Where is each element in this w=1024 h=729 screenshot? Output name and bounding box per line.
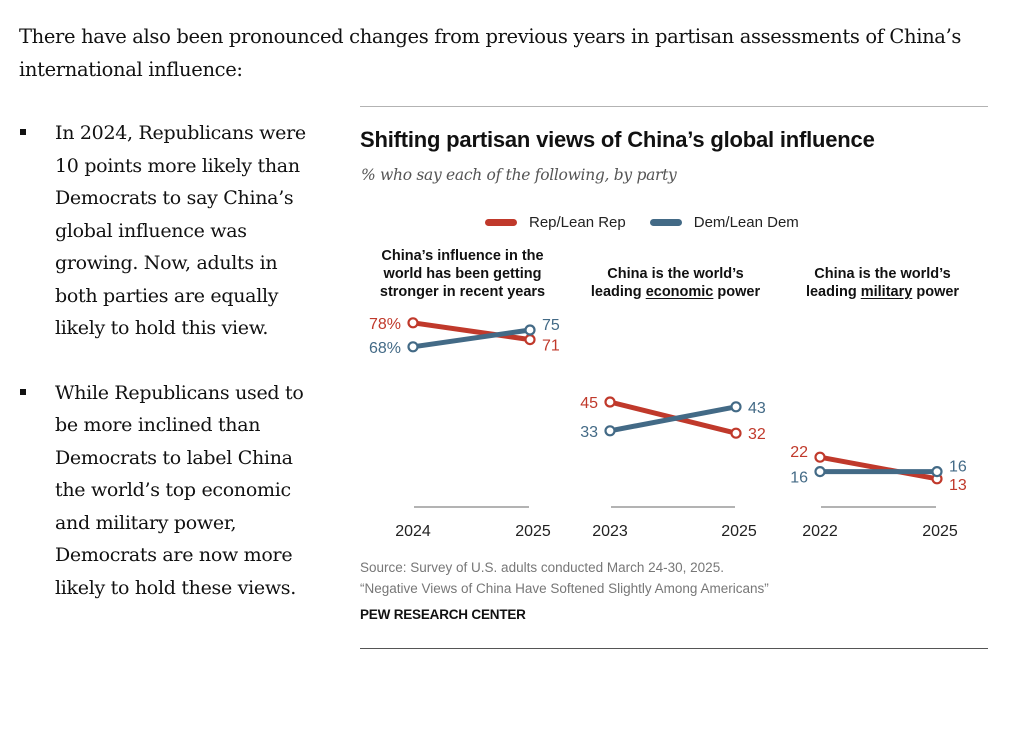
series-line-rep — [410, 320, 533, 343]
panel-title-line: leading economic power — [573, 283, 778, 301]
series-line-dem — [607, 404, 739, 434]
x-tick-label: 2025 — [515, 523, 551, 540]
data-point-rep — [814, 451, 826, 463]
data-point-dem — [604, 425, 616, 437]
data-label-rep: 71 — [542, 338, 560, 355]
data-label-dem: 16 — [790, 470, 808, 487]
data-point-dem — [524, 324, 536, 336]
panel-title-line: China is the world’s — [607, 266, 744, 282]
x-tick-label: 2024 — [395, 523, 431, 540]
legend-swatch-rep — [485, 219, 517, 226]
panel-title-line: China is the world’s — [814, 266, 951, 282]
data-point-dem — [814, 466, 826, 478]
panel-title-underlined: military — [860, 284, 913, 300]
data-point-dem — [730, 401, 742, 413]
data-point-rep — [407, 317, 419, 329]
chart-legend: Rep/Lean Rep Dem/Lean Dem — [485, 214, 823, 231]
bullet-list: In 2024, Republicans were 10 points more… — [0, 117, 340, 636]
data-label-rep: 22 — [790, 444, 808, 461]
chart-subtitle: % who say each of the following, by part… — [361, 166, 677, 184]
org-credit: PEW RESEARCH CENTER — [360, 607, 526, 622]
data-label-dem: 43 — [748, 400, 766, 417]
x-tick-label: 2025 — [721, 523, 757, 540]
legend-label-dem: Dem/Lean Dem — [693, 214, 799, 231]
data-point-rep — [524, 334, 536, 346]
data-label-rep: 13 — [949, 477, 967, 494]
panel-title-line: world has been getting — [383, 266, 542, 282]
data-point-dem — [931, 466, 943, 478]
chart-plot: 2024 2025 78% 71 68% 75 2023 2025 45 32 33 43 2022 20… — [369, 316, 967, 540]
panel-title-part: power — [912, 284, 960, 300]
legend-item-dem: Dem/Lean Dem — [649, 214, 799, 231]
bullet-text: In 2024, Republicans were 10 points more… — [55, 122, 306, 339]
bullet-text: While Republicans used to be more inclin… — [55, 381, 304, 599]
chart-title: Shifting partisan views of China’s globa… — [360, 127, 875, 152]
x-tick-label: 2022 — [802, 523, 838, 540]
data-label-rep: 32 — [748, 426, 766, 443]
intro-paragraph: There have also been pronounced changes … — [19, 25, 962, 81]
chart-figure: Shifting partisan views of China’s globa… — [360, 106, 988, 649]
series-line-dem — [410, 327, 533, 350]
source-line: Source: Survey of U.S. adults conducted … — [360, 560, 724, 575]
legend-item-rep: Rep/Lean Rep — [485, 214, 626, 231]
panel-title-line: China’s influence in the — [381, 248, 544, 264]
legend-swatch-dem — [649, 219, 682, 226]
panel-title-part: leading — [805, 284, 861, 300]
data-label-rep: 45 — [580, 395, 598, 412]
data-point-rep — [730, 427, 742, 439]
data-point-rep — [604, 396, 616, 408]
report-title: “Negative Views of China Have Softened S… — [360, 581, 769, 596]
x-tick-label: 2023 — [592, 523, 628, 540]
data-label-dem: 75 — [542, 317, 560, 334]
panel-title-economic: China is the world’s leading economic po… — [573, 265, 778, 301]
data-label-dem: 33 — [580, 424, 598, 441]
top-rule — [360, 106, 988, 107]
bullet-marker — [20, 129, 26, 135]
chart-source: Source: Survey of U.S. adults conducted … — [360, 557, 769, 599]
panel-title-part: leading — [590, 284, 646, 300]
legend-label-rep: Rep/Lean Rep — [529, 214, 626, 231]
panel-title-influence: China’s influence in the world has been … — [360, 247, 565, 301]
bullet-item: While Republicans used to be more inclin… — [0, 377, 325, 605]
panel-title-part: power — [713, 284, 761, 300]
series-line-rep — [817, 454, 940, 482]
panel-title-line: stronger in recent years — [379, 284, 546, 300]
data-label-dem: 16 — [949, 459, 967, 476]
bottom-rule — [360, 648, 988, 649]
data-point-dem — [407, 341, 419, 353]
x-tick-label: 2025 — [922, 523, 958, 540]
bullet-item: In 2024, Republicans were 10 points more… — [0, 117, 325, 345]
panel-title-underlined: economic — [645, 284, 714, 300]
bullet-marker — [20, 388, 26, 395]
panel-title-line: leading military power — [785, 283, 980, 301]
data-label-dem: 68% — [369, 340, 401, 357]
data-label-rep: 78% — [369, 316, 401, 333]
panel-title-military: China is the world’s leading military po… — [785, 265, 980, 301]
